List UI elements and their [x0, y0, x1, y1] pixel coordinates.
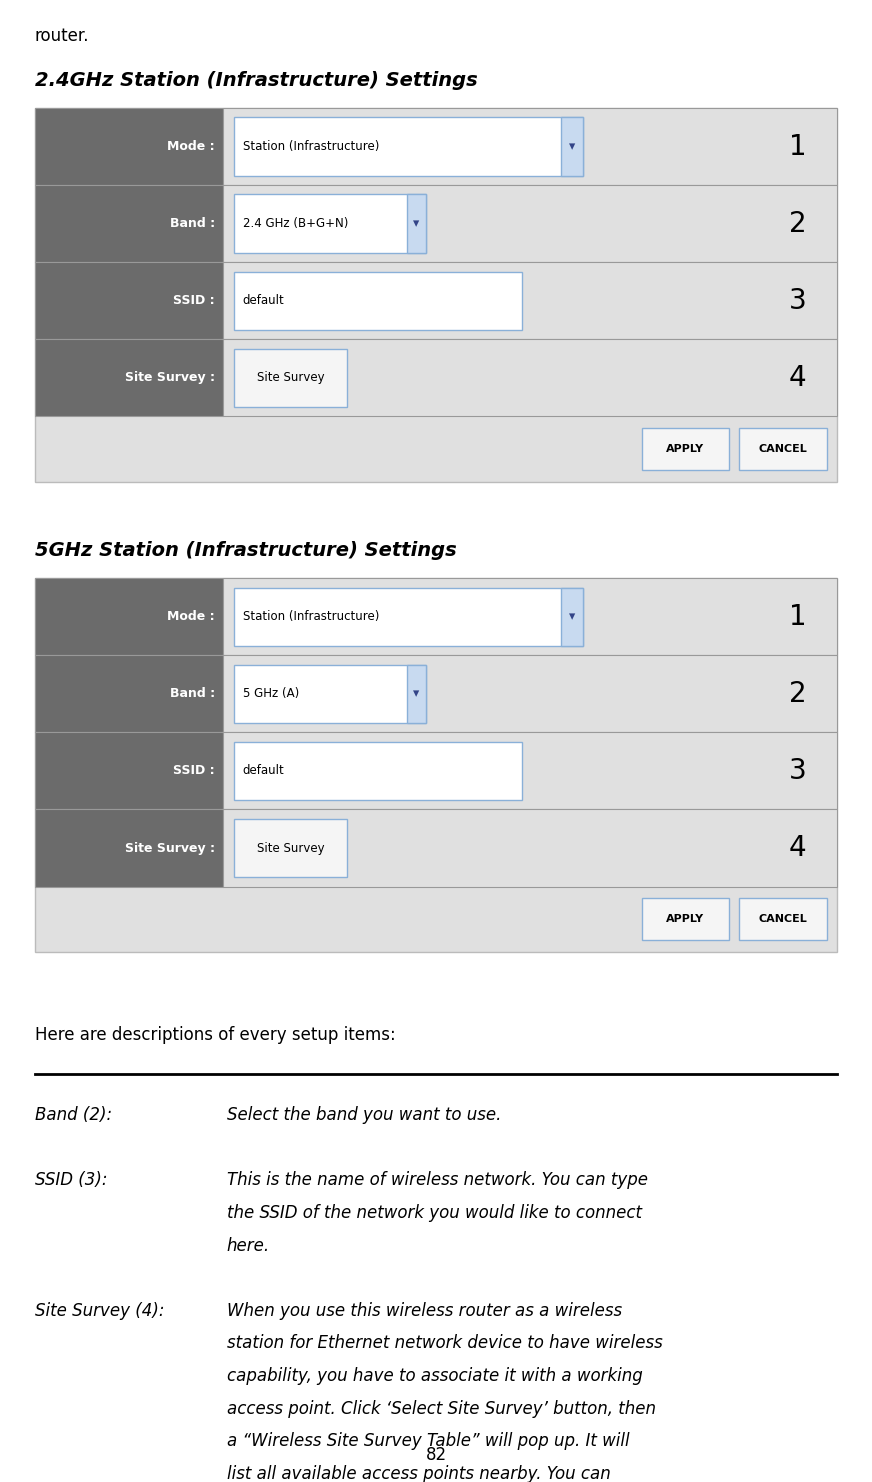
FancyBboxPatch shape — [739, 428, 827, 470]
Text: Station (Infrastructure): Station (Infrastructure) — [242, 611, 379, 624]
Text: Band (2):: Band (2): — [35, 1106, 112, 1125]
Text: Station (Infrastructure): Station (Infrastructure) — [242, 141, 379, 153]
Text: Site Survey :: Site Survey : — [125, 372, 215, 384]
Text: ▾: ▾ — [569, 611, 575, 624]
Text: 5GHz Station (Infrastructure) Settings: 5GHz Station (Infrastructure) Settings — [35, 541, 457, 560]
FancyBboxPatch shape — [561, 117, 582, 176]
FancyBboxPatch shape — [642, 428, 729, 470]
Text: Here are descriptions of every setup items:: Here are descriptions of every setup ite… — [35, 1026, 396, 1045]
FancyBboxPatch shape — [234, 348, 347, 408]
FancyBboxPatch shape — [406, 664, 426, 723]
FancyBboxPatch shape — [35, 578, 223, 655]
Text: capability, you have to associate it with a working: capability, you have to associate it wit… — [227, 1366, 643, 1386]
Text: 5 GHz (A): 5 GHz (A) — [242, 688, 299, 701]
Text: 3: 3 — [789, 288, 807, 314]
FancyBboxPatch shape — [35, 262, 223, 339]
Text: default: default — [242, 765, 284, 778]
Text: list all available access points nearby. You can: list all available access points nearby.… — [227, 1464, 610, 1482]
FancyBboxPatch shape — [642, 898, 729, 941]
FancyBboxPatch shape — [234, 117, 582, 176]
Text: here.: here. — [227, 1236, 269, 1255]
FancyBboxPatch shape — [234, 664, 426, 723]
Text: Select the band you want to use.: Select the band you want to use. — [227, 1106, 501, 1125]
Text: This is the name of wireless network. You can type: This is the name of wireless network. Yo… — [227, 1171, 648, 1190]
Text: APPLY: APPLY — [666, 914, 705, 925]
FancyBboxPatch shape — [234, 271, 521, 330]
Text: station for Ethernet network device to have wireless: station for Ethernet network device to h… — [227, 1334, 663, 1353]
Text: Site Survey (4):: Site Survey (4): — [35, 1301, 165, 1320]
Text: 4: 4 — [789, 834, 807, 863]
Text: access point. Click ‘Select Site Survey’ button, then: access point. Click ‘Select Site Survey’… — [227, 1399, 656, 1418]
Text: ▾: ▾ — [569, 141, 575, 153]
Text: SSID :: SSID : — [173, 295, 215, 307]
FancyBboxPatch shape — [35, 578, 837, 951]
Text: Mode :: Mode : — [167, 611, 215, 624]
FancyBboxPatch shape — [234, 587, 582, 646]
FancyBboxPatch shape — [223, 108, 837, 185]
FancyBboxPatch shape — [234, 818, 347, 877]
FancyBboxPatch shape — [223, 185, 837, 262]
FancyBboxPatch shape — [561, 587, 582, 646]
FancyBboxPatch shape — [234, 741, 521, 800]
Text: 4: 4 — [789, 365, 807, 391]
FancyBboxPatch shape — [35, 732, 223, 809]
Text: Band :: Band : — [169, 688, 215, 701]
FancyBboxPatch shape — [223, 809, 837, 886]
Text: ▾: ▾ — [413, 218, 419, 230]
Text: Site Survey :: Site Survey : — [125, 842, 215, 855]
Text: 1: 1 — [789, 603, 807, 631]
FancyBboxPatch shape — [223, 339, 837, 416]
Text: SSID :: SSID : — [173, 765, 215, 778]
Text: When you use this wireless router as a wireless: When you use this wireless router as a w… — [227, 1301, 622, 1320]
Text: ▾: ▾ — [413, 688, 419, 701]
FancyBboxPatch shape — [223, 578, 837, 655]
FancyBboxPatch shape — [35, 339, 223, 416]
Text: Site Survey: Site Survey — [256, 842, 324, 855]
Text: Mode :: Mode : — [167, 141, 215, 153]
FancyBboxPatch shape — [35, 108, 223, 185]
Text: CANCEL: CANCEL — [759, 445, 807, 453]
Text: 2: 2 — [789, 680, 807, 708]
Text: 2: 2 — [789, 210, 807, 237]
FancyBboxPatch shape — [223, 262, 837, 339]
Text: 3: 3 — [789, 757, 807, 785]
Text: the SSID of the network you would like to connect: the SSID of the network you would like t… — [227, 1203, 642, 1223]
Text: SSID (3):: SSID (3): — [35, 1171, 107, 1190]
Text: CANCEL: CANCEL — [759, 914, 807, 925]
Text: 2.4GHz Station (Infrastructure) Settings: 2.4GHz Station (Infrastructure) Settings — [35, 71, 478, 90]
Text: Site Survey: Site Survey — [256, 372, 324, 384]
FancyBboxPatch shape — [406, 194, 426, 253]
Text: Band :: Band : — [169, 218, 215, 230]
Text: APPLY: APPLY — [666, 445, 705, 453]
Text: a “Wireless Site Survey Table” will pop up. It will: a “Wireless Site Survey Table” will pop … — [227, 1432, 630, 1451]
Text: 2.4 GHz (B+G+N): 2.4 GHz (B+G+N) — [242, 218, 348, 230]
Text: router.: router. — [35, 27, 89, 44]
Text: default: default — [242, 295, 284, 307]
FancyBboxPatch shape — [223, 732, 837, 809]
FancyBboxPatch shape — [739, 898, 827, 941]
FancyBboxPatch shape — [223, 655, 837, 732]
FancyBboxPatch shape — [35, 108, 837, 482]
Text: 82: 82 — [426, 1446, 446, 1464]
FancyBboxPatch shape — [234, 194, 426, 253]
FancyBboxPatch shape — [35, 655, 223, 732]
Text: 1: 1 — [789, 133, 807, 160]
FancyBboxPatch shape — [35, 185, 223, 262]
FancyBboxPatch shape — [35, 809, 223, 886]
